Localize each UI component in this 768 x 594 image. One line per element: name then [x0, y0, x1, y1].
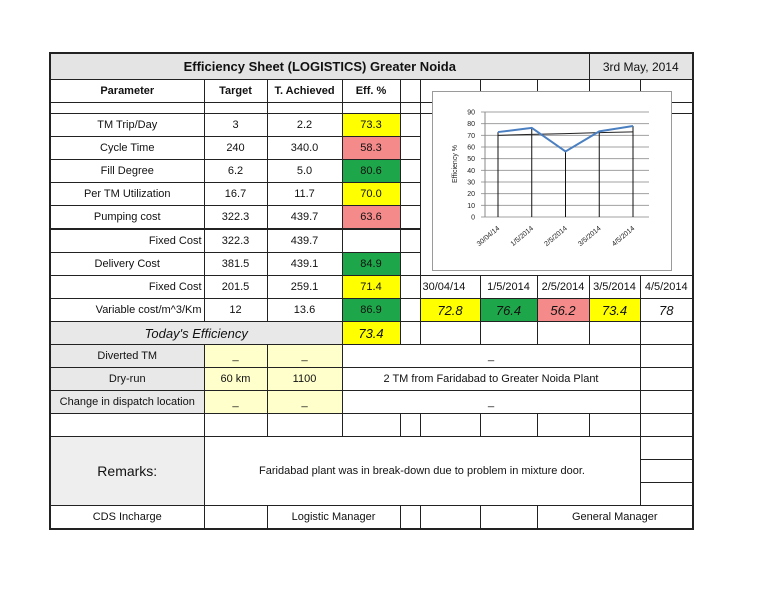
eff-value: 73.3: [341, 113, 401, 137]
param-label: Cycle Time: [49, 136, 205, 160]
svg-text:50: 50: [467, 156, 475, 163]
achieved-value: 340.0: [266, 136, 343, 160]
history-date: 30/04/14: [419, 275, 481, 299]
history-date: 4/5/2014: [639, 275, 694, 299]
param-label: Variable cost/m^3/Km: [49, 298, 205, 322]
eff-value: 84.9: [341, 252, 401, 276]
param-label: TM Trip/Day: [49, 113, 205, 137]
svg-text:4/5/2014: 4/5/2014: [611, 225, 636, 248]
sheet-title: Efficiency Sheet (LOGISTICS) Greater Noi…: [49, 52, 590, 80]
efficiency-sheet: Efficiency Sheet (LOGISTICS) Greater Noi…: [49, 52, 694, 530]
history-date: 3/5/2014: [588, 275, 641, 299]
param-label: Fill Degree: [49, 159, 205, 183]
target-value: 6.2: [203, 159, 268, 183]
eff-value: 80.6: [341, 159, 401, 183]
eff-value: 71.4: [341, 275, 401, 299]
history-value: 78: [639, 298, 694, 322]
param-label: Dry-run: [49, 367, 205, 391]
history-value: 72.8: [419, 298, 481, 322]
achieved-value: 439.7: [266, 205, 343, 230]
signature-general-manager: General Manager: [536, 505, 694, 530]
svg-text:1/5/2014: 1/5/2014: [510, 225, 535, 248]
eff-value: 86.9: [341, 298, 401, 322]
target-value: 16.7: [203, 182, 268, 206]
achieved-value: 2.2: [266, 113, 343, 137]
target-value: 322.3: [203, 205, 268, 230]
target-value: _: [203, 390, 268, 414]
target-value: 12: [203, 298, 268, 322]
svg-text:2/5/2014: 2/5/2014: [543, 225, 568, 248]
achieved-value: 1100: [266, 367, 343, 391]
param-label: Change in dispatch location: [49, 390, 205, 414]
svg-text:10: 10: [467, 203, 475, 210]
todays-efficiency-label: Today's Efficiency: [49, 321, 343, 345]
target-value: _: [203, 344, 268, 368]
efficiency-chart: 0 10 20 30 40 50 60 70 80 90 30/04/14 1/5/2014 2/5/2…: [432, 91, 672, 271]
svg-text:30: 30: [467, 180, 475, 187]
target-value: 3: [203, 113, 268, 137]
history-value: 76.4: [479, 298, 538, 322]
eff-value: 63.6: [341, 205, 401, 230]
achieved-value: 259.1: [266, 275, 343, 299]
history-date: 1/5/2014: [479, 275, 538, 299]
param-label: Pumping cost: [49, 205, 205, 230]
target-value: 322.3: [203, 228, 268, 253]
target-value: 240: [203, 136, 268, 160]
achieved-value: _: [266, 344, 343, 368]
remarks-text: Faridabad plant was in break-down due to…: [203, 436, 641, 506]
note-text: _: [341, 390, 641, 414]
header-achieved: T. Achieved: [266, 79, 343, 103]
target-value: 201.5: [203, 275, 268, 299]
svg-text:Efficiency %: Efficiency %: [452, 145, 459, 183]
svg-text:80: 80: [467, 121, 475, 128]
achieved-value: 5.0: [266, 159, 343, 183]
achieved-value: 439.7: [266, 228, 343, 253]
param-label: Per TM Utilization: [49, 182, 205, 206]
note-text: 2 TM from Faridabad to Greater Noida Pla…: [341, 367, 641, 391]
signature-cds-incharge: CDS Incharge: [49, 505, 205, 530]
param-label: Diverted TM: [49, 344, 205, 368]
svg-text:3/5/2014: 3/5/2014: [577, 225, 602, 248]
target-value: 381.5: [203, 252, 268, 276]
eff-value: [341, 228, 401, 253]
remarks-label: Remarks:: [49, 436, 205, 506]
param-label: Fixed Cost: [49, 275, 205, 299]
header-parameter: Parameter: [49, 79, 205, 103]
eff-value: 58.3: [341, 136, 401, 160]
svg-text:60: 60: [467, 145, 475, 152]
svg-text:90: 90: [467, 110, 475, 117]
target-value: 60 km: [203, 367, 268, 391]
history-date: 2/5/2014: [536, 275, 590, 299]
param-label: Delivery Cost: [49, 252, 205, 276]
svg-text:40: 40: [467, 168, 475, 175]
history-value: 73.4: [588, 298, 641, 322]
header-target: Target: [203, 79, 268, 103]
achieved-value: 439.1: [266, 252, 343, 276]
header-eff: Eff. %: [341, 79, 401, 103]
achieved-value: _: [266, 390, 343, 414]
efficiency-line-chart: 0 10 20 30 40 50 60 70 80 90 30/04/14 1/5/2014 2/5/2…: [452, 110, 649, 248]
sheet-date: 3rd May, 2014: [588, 52, 694, 80]
signature-logistic-manager: Logistic Manager: [266, 505, 401, 530]
note-text: _: [341, 344, 641, 368]
todays-efficiency-value: 73.4: [341, 321, 401, 345]
param-label: Fixed Cost: [49, 228, 205, 253]
svg-text:30/04/14: 30/04/14: [476, 225, 501, 248]
svg-text:20: 20: [467, 191, 475, 198]
svg-text:0: 0: [471, 215, 475, 222]
eff-value: 70.0: [341, 182, 401, 206]
history-value: 56.2: [536, 298, 590, 322]
efficiency-table: Efficiency Sheet (LOGISTICS) Greater Noi…: [49, 52, 694, 530]
achieved-value: 11.7: [266, 182, 343, 206]
svg-text:70: 70: [467, 133, 475, 140]
achieved-value: 13.6: [266, 298, 343, 322]
